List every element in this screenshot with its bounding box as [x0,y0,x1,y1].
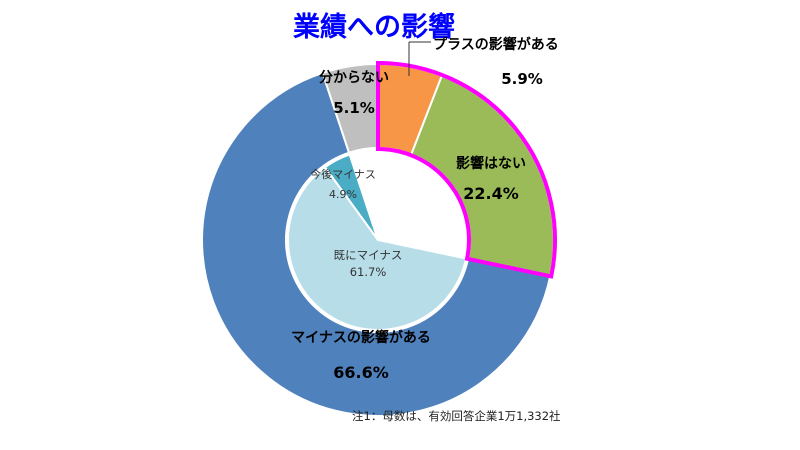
label-plus-value: 5.9% [501,70,543,88]
label-none-value: 22.4% [463,184,519,203]
chart-title: 業績への影響 [293,11,455,43]
label-minus-name: マイナスの影響がある [291,329,431,346]
inner-ring [287,153,468,331]
label-unknown-name: 分からない [319,70,389,86]
label-already-value: 61.7% [350,265,387,279]
label-minus-value: 66.6% [333,363,389,382]
outer-ring [201,62,555,417]
label-none-name: 影響はない [456,155,526,172]
highlight-outline [376,60,557,279]
label-unknown-value: 5.1% [333,99,375,117]
label-already-name: 既にマイナス [334,248,403,262]
label-plus-name: プラスの影響がある [433,36,559,53]
label-future-value: 4.9% [329,188,357,201]
label-future-name: 今後マイナス [310,167,376,181]
footnote: 注1：母数は、有効回答企業1万1,332社 [352,409,561,423]
inner-slice-0 [287,165,468,331]
inner-slice-1 [323,153,379,241]
outer-slice-1 [410,74,555,278]
outer-slice-2 [201,71,552,417]
